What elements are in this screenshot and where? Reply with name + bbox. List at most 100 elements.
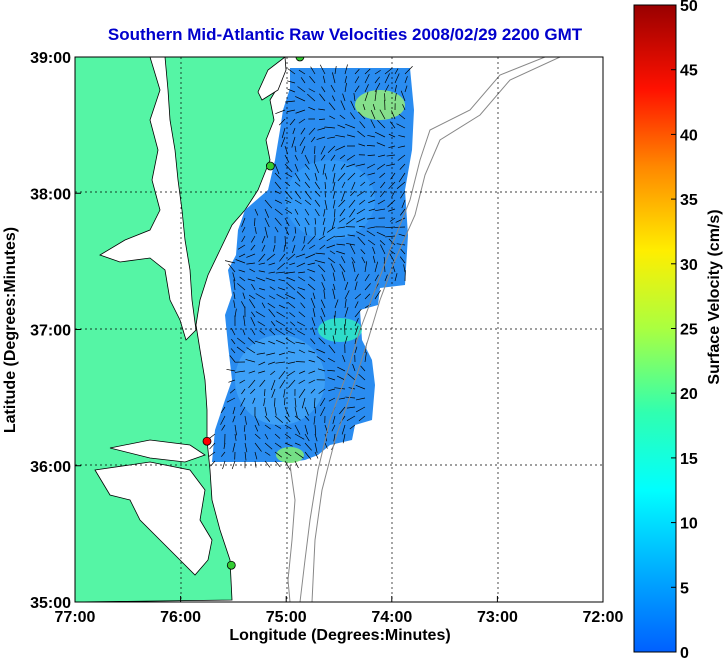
velocity-arrow	[295, 109, 306, 114]
velocity-arrow	[241, 226, 246, 233]
velocity-arrow	[232, 415, 236, 423]
velocity-arrow	[240, 406, 246, 416]
velocity-arrow	[272, 244, 276, 252]
velocity-arrow	[351, 181, 356, 190]
velocity-arrow	[314, 181, 321, 190]
velocity-arrow	[388, 181, 396, 190]
velocity-arrow	[344, 318, 347, 327]
velocity-arrow	[251, 311, 256, 318]
velocity-arrow	[268, 340, 276, 345]
velocity-arrow	[364, 352, 367, 363]
velocity-arrow	[270, 370, 276, 376]
velocity-arrow	[379, 109, 386, 120]
velocity-arrow	[304, 190, 312, 200]
velocity-arrow	[314, 451, 319, 459]
velocity-arrow	[287, 361, 296, 364]
velocity-arrow	[396, 123, 406, 129]
velocity-arrow	[284, 217, 290, 227]
velocity-arrow	[276, 311, 286, 318]
velocity-arrow	[268, 308, 276, 318]
velocity-arrow	[304, 208, 310, 216]
chart-title: Southern Mid-Atlantic Raw Velocities 200…	[108, 25, 583, 44]
velocity-arrow	[387, 199, 396, 208]
velocity-arrow	[281, 127, 286, 139]
velocity-arrow	[347, 373, 356, 381]
velocity-arrow	[264, 415, 271, 422]
velocity-arrow	[254, 460, 257, 468]
velocity-arrow	[338, 397, 346, 400]
velocity-arrow	[247, 337, 256, 345]
velocity-arrow	[327, 145, 336, 154]
velocity-arrow	[374, 82, 381, 93]
velocity-arrow	[394, 84, 397, 93]
velocity-arrow	[284, 415, 291, 423]
velocity-arrow	[358, 415, 366, 422]
velocity-arrow	[224, 260, 236, 264]
velocity-arrow	[350, 112, 356, 120]
velocity-patch-mid-2	[235, 335, 325, 425]
velocity-arrow	[264, 226, 268, 238]
velocity-arrow	[304, 406, 309, 416]
station-marker	[202, 436, 212, 446]
velocity-arrow	[264, 433, 269, 440]
velocity-arrow	[220, 415, 226, 425]
velocity-arrow	[254, 424, 259, 432]
velocity-arrow	[386, 154, 396, 157]
velocity-arrow	[341, 181, 346, 188]
velocity-arrow	[370, 119, 376, 129]
velocity-arrow	[364, 68, 371, 75]
velocity-arrow	[385, 235, 396, 238]
grid	[75, 57, 603, 602]
velocity-arrow	[274, 397, 276, 407]
velocity-arrow	[374, 290, 381, 300]
velocity-arrow	[287, 301, 296, 309]
velocity-arrow	[355, 397, 366, 401]
velocity-arrow	[278, 279, 286, 282]
velocity-arrow	[318, 388, 326, 394]
velocity-arrow	[354, 69, 360, 75]
velocity-arrow	[241, 235, 246, 243]
velocity-arrow	[314, 260, 326, 264]
colorbar	[633, 4, 677, 653]
velocity-arrow	[359, 199, 366, 205]
velocity-arrow	[356, 231, 366, 237]
velocity-arrow	[233, 300, 236, 309]
velocity-arrow	[333, 315, 336, 327]
velocity-arrow	[364, 261, 368, 273]
velocity-arrow	[367, 134, 376, 138]
velocity-arrow	[250, 316, 256, 327]
plot-area	[75, 57, 603, 602]
velocity-arrow	[229, 355, 236, 363]
station-marker	[226, 560, 236, 570]
velocity-arrow	[231, 328, 236, 336]
velocity-arrow	[333, 283, 336, 291]
velocity-arrow	[364, 91, 369, 102]
velocity-arrow	[361, 256, 366, 264]
velocity-arrow	[352, 261, 356, 273]
velocity-arrow	[254, 217, 256, 227]
velocity-arrow	[322, 226, 326, 236]
velocity-arrow	[355, 163, 366, 167]
velocity-arrow	[340, 100, 346, 111]
velocity-arrow	[324, 172, 328, 180]
velocity-arrow	[384, 68, 392, 75]
velocity-arrow	[294, 406, 298, 418]
velocity-arrow	[399, 208, 406, 216]
bathymetry-contours	[287, 57, 561, 602]
velocity-arrow	[278, 352, 286, 356]
velocity-arrow	[348, 199, 356, 208]
velocity-arrow	[274, 163, 280, 175]
velocity-arrow	[388, 208, 396, 212]
velocity-arrow	[337, 226, 346, 229]
velocity-arrow	[346, 154, 356, 161]
velocity-arrow	[354, 281, 358, 291]
velocity-arrow	[301, 145, 306, 155]
velocity-arrow	[313, 397, 316, 409]
colorbar-tick-label: 15	[680, 451, 698, 468]
velocity-arrow	[297, 321, 306, 327]
velocity-arrow	[307, 93, 316, 102]
velocity-arrow	[264, 451, 271, 456]
velocity-arrow	[399, 256, 406, 264]
velocity-arrow	[284, 442, 293, 447]
